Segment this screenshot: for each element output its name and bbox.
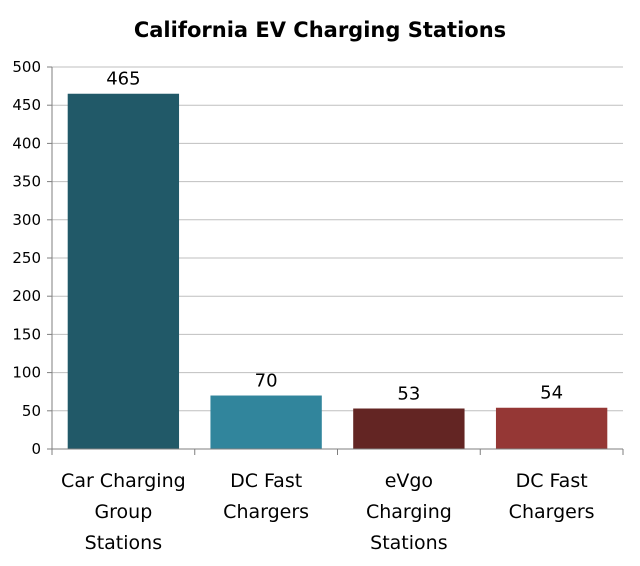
chart-title: California EV Charging Stations bbox=[134, 18, 506, 42]
y-tick-label: 0 bbox=[31, 440, 41, 458]
bars bbox=[67, 93, 608, 450]
bar bbox=[495, 407, 608, 449]
category-label: Stations bbox=[85, 532, 162, 554]
y-tick-label: 500 bbox=[12, 58, 41, 76]
data-label: 465 bbox=[106, 69, 140, 90]
labels: 0 50 100 150 200 250 300 350 400 450 500 465 Car Cha… bbox=[12, 58, 594, 554]
bar bbox=[67, 93, 180, 450]
y-tick-label: 50 bbox=[22, 402, 41, 420]
bar bbox=[353, 408, 465, 449]
category-label: Chargers bbox=[223, 501, 309, 523]
data-label: 54 bbox=[540, 383, 563, 404]
category-label: Charging bbox=[366, 501, 452, 523]
category-label: Car Charging bbox=[61, 470, 186, 492]
y-tick-label: 350 bbox=[12, 173, 41, 191]
data-label: 70 bbox=[255, 371, 278, 392]
category-label: Chargers bbox=[509, 501, 595, 523]
y-tick-label: 250 bbox=[12, 249, 41, 267]
axes bbox=[47, 66, 624, 455]
y-tick-label: 150 bbox=[12, 325, 41, 343]
data-label: 53 bbox=[397, 384, 420, 405]
y-tick-label: 400 bbox=[12, 134, 41, 152]
y-tick-label: 100 bbox=[12, 364, 41, 382]
category-label: Group bbox=[94, 501, 152, 523]
category-label: Stations bbox=[370, 532, 447, 554]
category-label: eVgo bbox=[385, 470, 433, 492]
category-label: DC Fast bbox=[516, 470, 588, 492]
y-tick-label: 450 bbox=[12, 96, 41, 114]
bar bbox=[210, 395, 322, 449]
y-tick-label: 300 bbox=[12, 211, 41, 229]
y-tick-label: 200 bbox=[12, 287, 41, 305]
category-label: DC Fast bbox=[230, 470, 302, 492]
